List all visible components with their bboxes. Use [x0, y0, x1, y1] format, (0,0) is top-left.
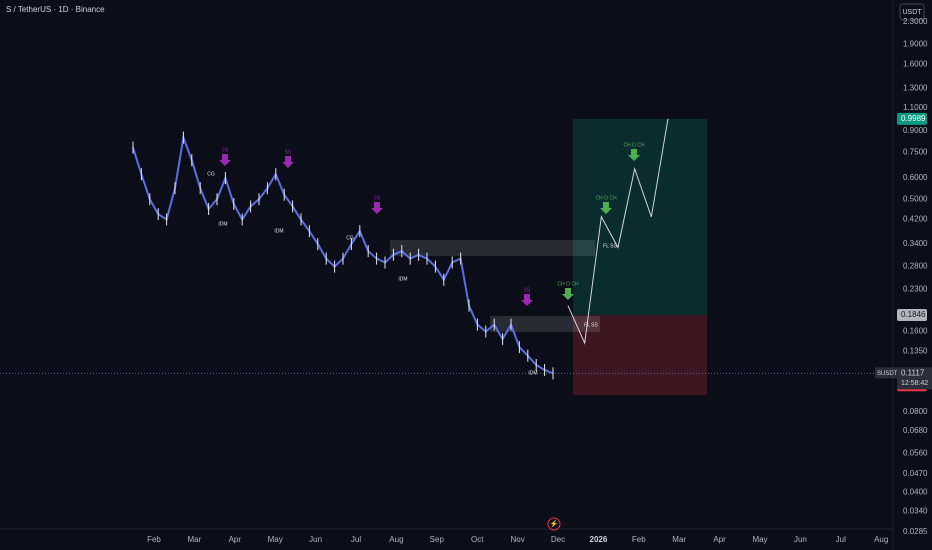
annotation: SS — [374, 195, 381, 201]
price-tick-label: 0.1600 — [903, 327, 928, 336]
time-tick-label: Aug — [389, 535, 403, 544]
time-tick-label: Sep — [430, 535, 445, 544]
time-tick-label: Apr — [713, 535, 726, 544]
annotation: IDM — [398, 276, 407, 282]
time-tick-label: Mar — [672, 535, 686, 544]
price-tick-label: 0.0560 — [903, 449, 928, 458]
price-tick-label: 0.3400 — [903, 239, 928, 248]
time-tick-label: Aug — [874, 535, 888, 544]
time-tick-label: Dec — [551, 535, 565, 544]
annotation: FL SS — [584, 322, 598, 328]
time-tick-label: May — [752, 535, 767, 544]
signal-arrow — [628, 149, 640, 161]
price-tick-label: 1.9000 — [903, 39, 928, 48]
time-tick-label: Mar — [188, 535, 202, 544]
target-zone — [573, 118, 707, 315]
time-tick-label: Jun — [794, 535, 807, 544]
countdown: 12:58:42 — [901, 380, 928, 387]
time-tick-label: Apr — [229, 535, 242, 544]
price-tag-label: 0.1846 — [901, 310, 926, 319]
price-tick-label: 1.1000 — [903, 103, 928, 112]
time-tick-label: Jun — [309, 535, 322, 544]
time-tick-label: May — [268, 535, 283, 544]
symbol-tag — [875, 367, 897, 379]
signal-arrow — [600, 202, 612, 214]
price-tick-label: 1.6000 — [903, 59, 928, 68]
event-icon[interactable] — [547, 517, 561, 531]
time-tick-label: Feb — [632, 535, 646, 544]
signal-arrow — [521, 294, 533, 306]
event-icon[interactable]: ⚡ — [550, 519, 559, 528]
currency[interactable]: USDT — [902, 9, 922, 16]
time-tick-label: Jul — [836, 535, 846, 544]
signal-arrow — [219, 154, 231, 166]
price-tick-label: 0.0340 — [903, 507, 928, 516]
annotation: FL SS — [603, 243, 617, 249]
zone — [390, 240, 595, 256]
currency-button[interactable] — [899, 3, 925, 21]
time-tick-label: Jul — [351, 535, 361, 544]
price-tag — [897, 367, 932, 390]
annotation: IDM — [218, 221, 227, 227]
price-tick-label: 0.9000 — [903, 126, 928, 135]
zone — [490, 316, 600, 332]
time-tick-label: Oct — [471, 535, 484, 544]
signal-arrow — [282, 156, 294, 168]
annotation: CG — [207, 171, 215, 177]
annotation: SS — [524, 287, 531, 293]
projection-path — [567, 118, 669, 345]
time-tick-label: Nov — [510, 535, 524, 544]
symbol-tag-label: SUSDT — [877, 371, 898, 377]
price-tick-label: 1.3000 — [903, 83, 928, 92]
price-tag — [897, 112, 927, 125]
price-tick-label: 0.0400 — [903, 488, 928, 497]
price-tick-label: 0.6000 — [903, 173, 928, 182]
price-tick-label: 2.3000 — [903, 17, 928, 26]
price-tick-label: 0.5000 — [903, 194, 928, 203]
price-tick-label: 0.1350 — [903, 346, 928, 355]
price-tick-label: 0.2800 — [903, 262, 928, 271]
time-tick-label: 2026 — [590, 535, 608, 544]
stop-zone — [573, 314, 707, 396]
price-tick-label: 0.4200 — [903, 215, 928, 224]
annotation: SS — [222, 147, 229, 153]
annotation: CH O CH — [557, 281, 579, 287]
price-tick-label: 0.0285 — [903, 527, 928, 536]
annotation: IDM — [528, 370, 537, 376]
annotation: SS — [285, 149, 292, 155]
price-tag-label: 0.1117 — [901, 368, 925, 377]
price-tick-label: 0.0800 — [903, 407, 928, 416]
price-tick-label: 0.7500 — [903, 147, 928, 156]
price-tag — [897, 308, 927, 321]
annotation: CH O CH — [595, 195, 617, 201]
annotation: IDM — [274, 228, 283, 234]
price-tag-label: 0.9989 — [901, 114, 926, 123]
annotation: CG — [346, 235, 354, 241]
price-tick-label: 0.2300 — [903, 285, 928, 294]
time-tick-label: Feb — [147, 535, 161, 544]
signal-arrow — [371, 202, 383, 214]
price-tick-label: 0.0470 — [903, 469, 928, 478]
symbol-title: S / TetherUS · 1D · Binance — [6, 5, 105, 14]
annotation: CH O CH — [623, 142, 645, 148]
price-tick-label: 0.0680 — [903, 426, 928, 435]
signal-arrow — [562, 288, 574, 300]
